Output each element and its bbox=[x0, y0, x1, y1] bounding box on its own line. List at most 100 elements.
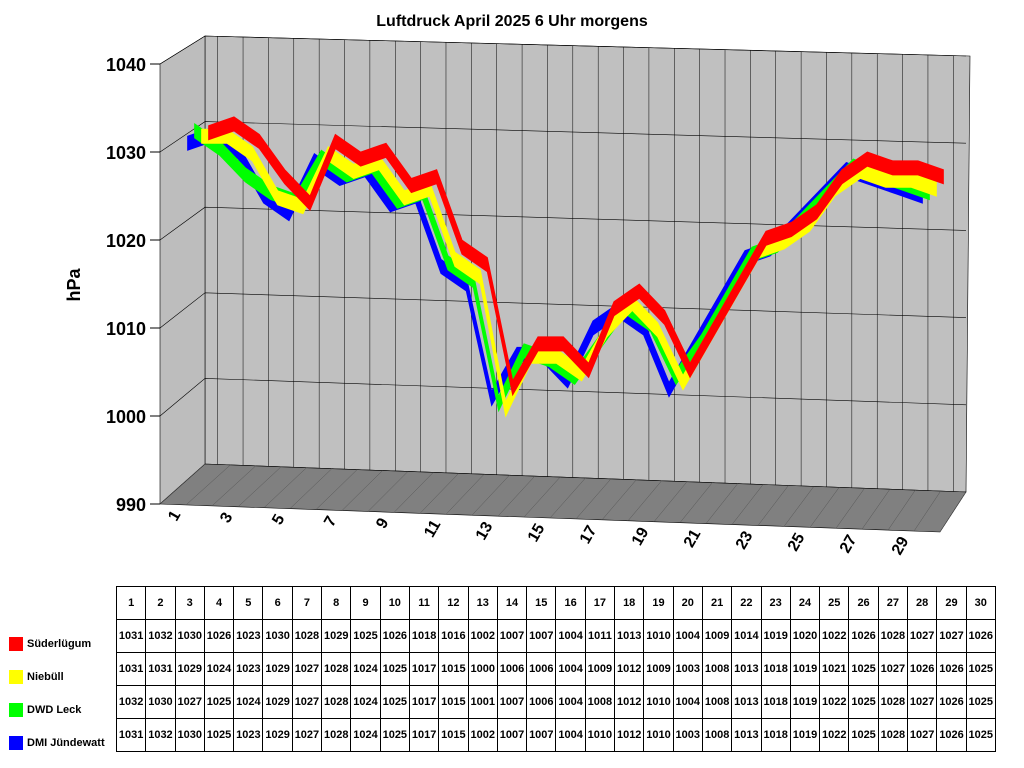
table-cell: 1028 bbox=[291, 619, 323, 653]
table-cell: 1027 bbox=[907, 619, 938, 653]
table-cell: 1018 bbox=[760, 718, 791, 752]
table-cell: 1030 bbox=[262, 619, 293, 653]
table-cell: 1002 bbox=[467, 619, 498, 653]
table-cell: 1025 bbox=[379, 685, 410, 719]
table-cell: 1031 bbox=[115, 652, 147, 686]
table-cell: 1021 bbox=[819, 652, 850, 686]
x-tick-label: 21 bbox=[681, 527, 705, 551]
floor-grid-line bbox=[835, 488, 865, 529]
x-tick-label: 11 bbox=[421, 517, 444, 540]
x-tick-label: 17 bbox=[577, 523, 601, 547]
series-ribbon bbox=[194, 122, 930, 413]
y-tick-label: 1010 bbox=[106, 319, 146, 339]
table-cell: 1025 bbox=[848, 652, 879, 686]
table-cell: 1025 bbox=[848, 685, 879, 719]
x-tick-label: 15 bbox=[525, 521, 549, 545]
table-cell: 1019 bbox=[760, 619, 791, 653]
chart-back-wall bbox=[204, 35, 971, 493]
table-row: DMI Jündewatt 1031 1032 1030 1025 1023 1029 102… bbox=[6, 718, 996, 752]
table-header-cell: 8 bbox=[321, 586, 352, 620]
table-header-cell: 5 bbox=[233, 586, 264, 620]
table-cell: 1027 bbox=[291, 718, 323, 752]
table-header-cell: 9 bbox=[350, 586, 381, 620]
table-cell: 1026 bbox=[936, 718, 967, 752]
table-cell: 1031 bbox=[115, 619, 147, 653]
table-cell: 1019 bbox=[789, 718, 821, 752]
table-cell: 1006 bbox=[526, 685, 557, 719]
table-cell: 1017 bbox=[408, 652, 440, 686]
table-cell: 1018 bbox=[760, 685, 791, 719]
table-header-cell: 16 bbox=[555, 586, 586, 620]
table-cell: 1019 bbox=[789, 652, 821, 686]
table-header-cell: 17 bbox=[584, 586, 616, 620]
table-cell: 1010 bbox=[584, 718, 616, 752]
table-cell: 1026 bbox=[907, 652, 938, 686]
x-tick-label: 29 bbox=[889, 534, 913, 558]
table-series-name: Niebüll bbox=[6, 653, 117, 686]
floor-grid-line bbox=[627, 480, 662, 521]
table-header-cell: 26 bbox=[848, 586, 879, 620]
table-cell: 1015 bbox=[438, 718, 469, 752]
table-cell: 1018 bbox=[760, 652, 791, 686]
table-cell: 1027 bbox=[907, 685, 938, 719]
table-cell: 1028 bbox=[321, 718, 352, 752]
table-cell: 1024 bbox=[350, 718, 381, 752]
table-cell: 1023 bbox=[233, 652, 264, 686]
table-header-cell: 25 bbox=[819, 586, 850, 620]
table-cell: 1027 bbox=[936, 619, 967, 653]
table-row: DWD Leck 1032 1030 1027 1025 1024 1029 1027 1028… bbox=[6, 685, 996, 719]
table-cell: 1025 bbox=[203, 718, 235, 752]
legend-label: DWD Leck bbox=[27, 703, 82, 716]
table-header-cell: 27 bbox=[877, 586, 909, 620]
table-cell: 1017 bbox=[408, 718, 440, 752]
table-cell: 1026 bbox=[848, 619, 879, 653]
table-cell: 1022 bbox=[819, 685, 850, 719]
table-header-cell: 20 bbox=[672, 586, 703, 620]
table-cell: 1007 bbox=[526, 718, 557, 752]
data-table: 1 2 3 4 5 6 7 8 9 10 11 12 13 14 15 16 17 18 19 20 21 22 23 24 2… bbox=[6, 586, 996, 752]
table-cell: 1004 bbox=[555, 619, 586, 653]
y-tick-label: 1030 bbox=[106, 143, 146, 163]
table-cell: 1008 bbox=[701, 718, 733, 752]
table-header-cell: 19 bbox=[643, 586, 674, 620]
table-cell: 1030 bbox=[145, 685, 176, 719]
table-cell: 1027 bbox=[174, 685, 205, 719]
table-cell: 1027 bbox=[291, 652, 323, 686]
series-ribbons bbox=[187, 116, 944, 418]
series-ribbon bbox=[201, 128, 937, 418]
table-cell: 1015 bbox=[438, 685, 469, 719]
table-cell: 1019 bbox=[789, 685, 821, 719]
table-row: Niebüll 1031 1031 1029 1024 1023 1029 1027 1028 1… bbox=[6, 652, 996, 686]
table-header-cell: 11 bbox=[408, 586, 440, 620]
table-cell: 1025 bbox=[203, 685, 235, 719]
table-cell: 1024 bbox=[203, 652, 235, 686]
table-cell: 1012 bbox=[614, 718, 645, 752]
legend-swatch bbox=[9, 636, 23, 651]
table-cell: 1028 bbox=[877, 685, 909, 719]
table-header-row: 1 2 3 4 5 6 7 8 9 10 11 12 13 14 15 16 17 18 19 20 21 22 23 24 2… bbox=[6, 586, 996, 620]
floor-grid-line bbox=[367, 471, 409, 512]
chart: Luftdruck April 2025 6 Uhr morgens hPa 9… bbox=[64, 13, 971, 558]
floor-grid-line bbox=[263, 467, 307, 508]
legend-label: Süderlügum bbox=[27, 637, 92, 650]
floor-grid-line bbox=[185, 464, 231, 506]
table-cell: 1003 bbox=[672, 652, 703, 686]
table-cell: 1009 bbox=[643, 652, 674, 686]
table-cell: 1018 bbox=[408, 619, 440, 653]
table-cell: 1025 bbox=[965, 685, 996, 719]
table-cell: 1025 bbox=[965, 718, 996, 752]
chart-side-wall bbox=[159, 35, 206, 505]
table-cell: 1026 bbox=[379, 619, 410, 653]
series-ribbon bbox=[187, 126, 923, 407]
table-cell: 1007 bbox=[526, 619, 557, 653]
grid-line-h bbox=[159, 378, 967, 417]
table-cell: 1010 bbox=[643, 619, 674, 653]
table-header-cell: 4 bbox=[203, 586, 235, 620]
table-cell: 1003 bbox=[672, 718, 703, 752]
table-cell: 1010 bbox=[643, 718, 674, 752]
y-tick-label: 990 bbox=[116, 495, 146, 515]
floor-grid-line bbox=[419, 473, 459, 514]
table-series-name: DWD Leck bbox=[6, 686, 117, 719]
table-cell: 1027 bbox=[291, 685, 323, 719]
table-cell: 1006 bbox=[526, 652, 557, 686]
